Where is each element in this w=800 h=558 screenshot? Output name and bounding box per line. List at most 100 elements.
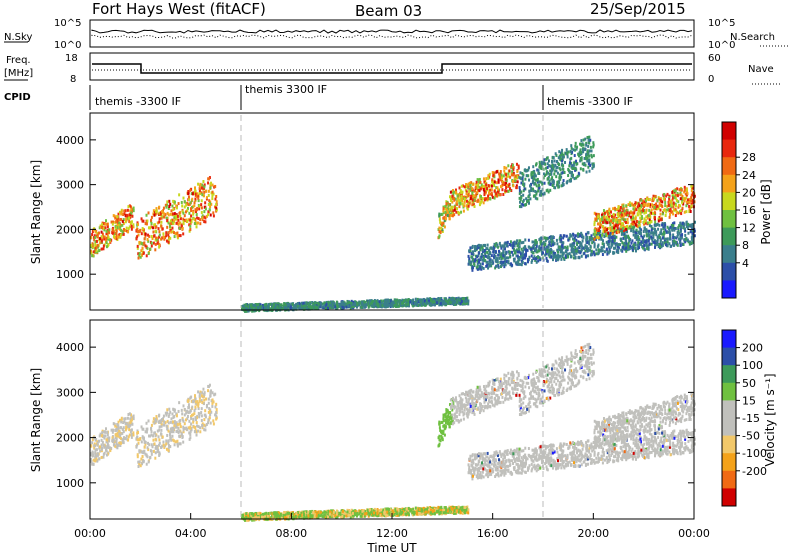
power-cell xyxy=(580,143,582,146)
power-cell xyxy=(150,219,152,222)
power-cell xyxy=(684,189,686,192)
power-cell xyxy=(189,189,191,192)
power-cell xyxy=(485,177,487,180)
power-cell xyxy=(154,234,156,237)
power-cell xyxy=(607,232,609,235)
colorbar-swatch xyxy=(722,280,736,298)
power-cell xyxy=(536,261,538,264)
power-cell xyxy=(441,223,443,226)
power-cell xyxy=(496,265,498,268)
power-cell xyxy=(195,190,197,193)
power-cell xyxy=(593,251,595,254)
power-cell xyxy=(676,199,678,202)
power-cell xyxy=(684,186,686,189)
power-cell xyxy=(151,235,153,238)
power-cell xyxy=(539,194,541,197)
velocity-cell xyxy=(132,431,134,434)
power-cell xyxy=(530,248,532,251)
power-cell xyxy=(677,231,679,234)
power-cell xyxy=(544,243,546,246)
power-cell xyxy=(582,162,584,165)
power-cell xyxy=(568,164,570,167)
power-cell xyxy=(468,249,470,252)
power-cell xyxy=(502,193,504,196)
power-cell xyxy=(535,257,537,260)
power-cell xyxy=(98,249,100,252)
power-cell xyxy=(494,190,496,193)
power-cell xyxy=(215,203,217,206)
power-cell xyxy=(483,193,485,196)
power-cell xyxy=(499,244,501,247)
power-cell xyxy=(316,305,318,308)
power-cell xyxy=(126,227,128,230)
power-cell xyxy=(409,301,411,304)
power-cell xyxy=(654,246,656,249)
power-cell xyxy=(172,212,174,215)
power-cell xyxy=(486,264,488,267)
power-cell xyxy=(569,233,571,236)
power-cell xyxy=(479,248,481,251)
power-cell xyxy=(144,237,146,240)
power-cell xyxy=(477,183,479,186)
velocity-cell xyxy=(123,441,125,444)
power-cell xyxy=(162,227,164,230)
power-cell xyxy=(524,187,526,190)
power-cell xyxy=(102,247,104,250)
velocity-cell xyxy=(96,448,98,451)
power-cell xyxy=(477,199,479,202)
power-cell xyxy=(407,303,409,306)
power-cell xyxy=(505,186,507,189)
power-cell xyxy=(639,229,641,232)
power-cell xyxy=(638,221,640,224)
power-cell xyxy=(472,266,474,269)
power-cell xyxy=(480,187,482,190)
power-cell xyxy=(451,195,453,198)
power-cell xyxy=(126,214,128,217)
power-cell xyxy=(604,250,606,253)
power-cell xyxy=(614,218,616,221)
power-cell xyxy=(519,242,521,245)
power-cell xyxy=(385,299,387,302)
power-cell xyxy=(352,303,354,306)
velocity-cell xyxy=(153,450,155,453)
power-cell xyxy=(591,241,593,244)
power-cell xyxy=(482,246,484,249)
power-cell xyxy=(585,164,587,167)
power-cell xyxy=(570,255,572,258)
power-cell xyxy=(602,253,604,256)
power-cell xyxy=(163,207,165,210)
power-cell xyxy=(670,245,672,248)
power-cell xyxy=(521,248,523,251)
power-cell xyxy=(492,250,494,253)
velocity-cell xyxy=(115,428,117,431)
power-cell xyxy=(593,164,595,167)
power-cell xyxy=(516,244,518,247)
power-cell xyxy=(521,253,523,256)
power-cell xyxy=(542,251,544,254)
power-cell xyxy=(170,209,172,212)
power-cell xyxy=(475,258,477,261)
power-cell xyxy=(509,176,511,179)
power-cell xyxy=(607,213,609,216)
velocity-cell xyxy=(112,440,114,443)
velocity-cell xyxy=(130,420,132,423)
power-cell xyxy=(312,306,314,309)
power-cell xyxy=(554,164,556,167)
cpid-panel: CPID themis -3300 IF themis 3300 IF them… xyxy=(4,83,633,110)
power-cell xyxy=(99,237,101,240)
power-cell xyxy=(425,302,427,305)
power-cell xyxy=(460,302,462,305)
power-cell xyxy=(647,221,649,224)
power-cell xyxy=(365,303,367,306)
power-cell xyxy=(189,201,191,204)
power-cell xyxy=(581,255,583,258)
power-cell xyxy=(614,235,616,238)
power-cell xyxy=(354,303,356,306)
power-cell xyxy=(664,204,666,207)
power-cell xyxy=(445,214,447,217)
power-cell xyxy=(447,211,449,214)
power-cell xyxy=(610,236,612,239)
power-cell xyxy=(658,219,660,222)
power-cell xyxy=(647,234,649,237)
power-cell xyxy=(116,229,118,232)
